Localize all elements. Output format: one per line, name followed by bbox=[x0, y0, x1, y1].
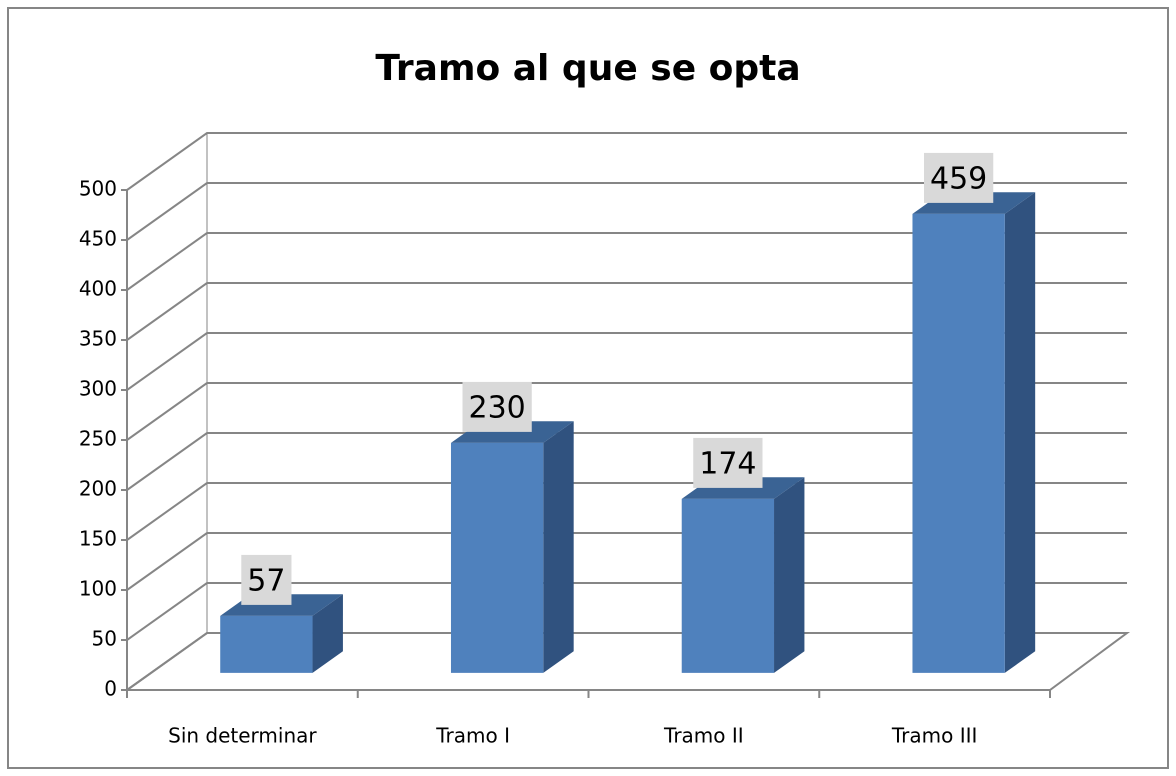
grid-line bbox=[126, 182, 1127, 241]
y-tick-label: 500 bbox=[79, 177, 117, 201]
y-tick-label: 200 bbox=[79, 477, 117, 501]
bar-side bbox=[774, 477, 805, 673]
data-label: 459 bbox=[930, 161, 987, 196]
data-label: 57 bbox=[247, 563, 285, 598]
bar bbox=[220, 594, 343, 673]
data-label-bg bbox=[241, 554, 292, 605]
x-tick-label: Tramo III bbox=[891, 724, 978, 748]
data-label-bg bbox=[693, 437, 763, 488]
bar-side bbox=[312, 594, 343, 673]
y-tick-label: 250 bbox=[79, 427, 117, 451]
y-tick-label: 150 bbox=[79, 527, 117, 551]
bar-front bbox=[681, 498, 775, 673]
bar bbox=[681, 477, 805, 673]
grid-line bbox=[126, 232, 1127, 291]
grid-line bbox=[126, 382, 1127, 441]
data-label: 230 bbox=[468, 390, 525, 425]
grid-line bbox=[126, 132, 1127, 191]
grid-line bbox=[126, 332, 1127, 391]
bar-side bbox=[1004, 192, 1036, 673]
bar-front bbox=[450, 442, 544, 673]
bar-front bbox=[912, 213, 1005, 673]
data-label-bg bbox=[923, 152, 994, 203]
grid-line bbox=[126, 482, 1127, 541]
x-tick-label: Sin determinar bbox=[168, 724, 317, 748]
grid-line bbox=[126, 582, 1127, 641]
grid-line bbox=[126, 432, 1127, 491]
data-label-bg bbox=[462, 381, 532, 432]
grid-line bbox=[126, 282, 1127, 341]
bar bbox=[450, 421, 574, 673]
y-tick-label: 300 bbox=[79, 377, 117, 401]
y-tick-label: 400 bbox=[79, 277, 117, 301]
bar-front bbox=[220, 615, 313, 673]
data-label: 174 bbox=[699, 446, 756, 481]
grid-line bbox=[126, 532, 1127, 591]
y-tick-label: 350 bbox=[79, 327, 117, 351]
x-tick-label: Tramo I bbox=[435, 724, 510, 748]
y-tick-label: 450 bbox=[79, 227, 117, 251]
grid-line bbox=[126, 632, 1127, 691]
y-tick-label: 100 bbox=[79, 577, 117, 601]
bar-side bbox=[543, 421, 574, 673]
chart-title: Tramo al que se opta bbox=[375, 48, 800, 89]
y-tick-label: 0 bbox=[104, 677, 117, 701]
y-tick-label: 50 bbox=[92, 627, 117, 651]
x-tick-label: Tramo II bbox=[663, 724, 744, 748]
bar bbox=[912, 192, 1036, 673]
